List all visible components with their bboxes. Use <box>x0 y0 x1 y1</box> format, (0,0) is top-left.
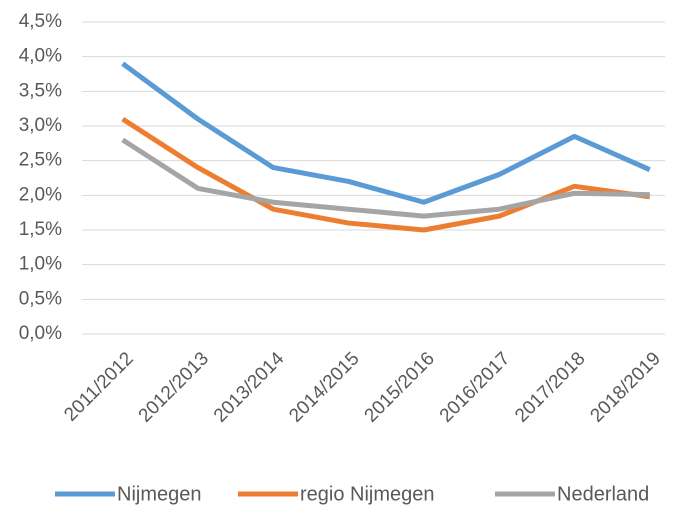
x-tick-label: 2013/2014 <box>210 348 289 427</box>
legend-label: Nederland <box>557 483 649 505</box>
x-tick-label: 2011/2012 <box>60 348 137 425</box>
legend-label: regio Nijmegen <box>300 483 435 505</box>
series-line <box>121 61 651 205</box>
x-tick-label: 2018/2019 <box>586 348 664 426</box>
y-tick-label: 0,5% <box>19 288 62 309</box>
y-tick-label: 2,0% <box>19 184 62 205</box>
x-tick-label: 2017/2018 <box>511 348 589 426</box>
y-tick-label: 3,5% <box>19 80 62 101</box>
y-tick-label: 1,5% <box>19 219 62 240</box>
y-tick-label: 3,0% <box>19 115 62 136</box>
x-tick-label: 2015/2016 <box>361 348 439 426</box>
y-tick-label: 2,5% <box>19 150 62 171</box>
series-line <box>121 116 651 233</box>
y-tick-label: 1,0% <box>19 254 62 275</box>
series-line <box>121 137 650 219</box>
x-tick-label: 2012/2013 <box>135 348 213 426</box>
y-tick-label: 4,5% <box>19 11 62 32</box>
x-tick-label: 2014/2015 <box>285 348 363 426</box>
y-tick-label: 4,0% <box>19 46 62 67</box>
x-tick-label: 2016/2017 <box>436 348 514 426</box>
legend-label: Nijmegen <box>117 483 201 505</box>
y-tick-label: 0,0% <box>19 323 62 344</box>
